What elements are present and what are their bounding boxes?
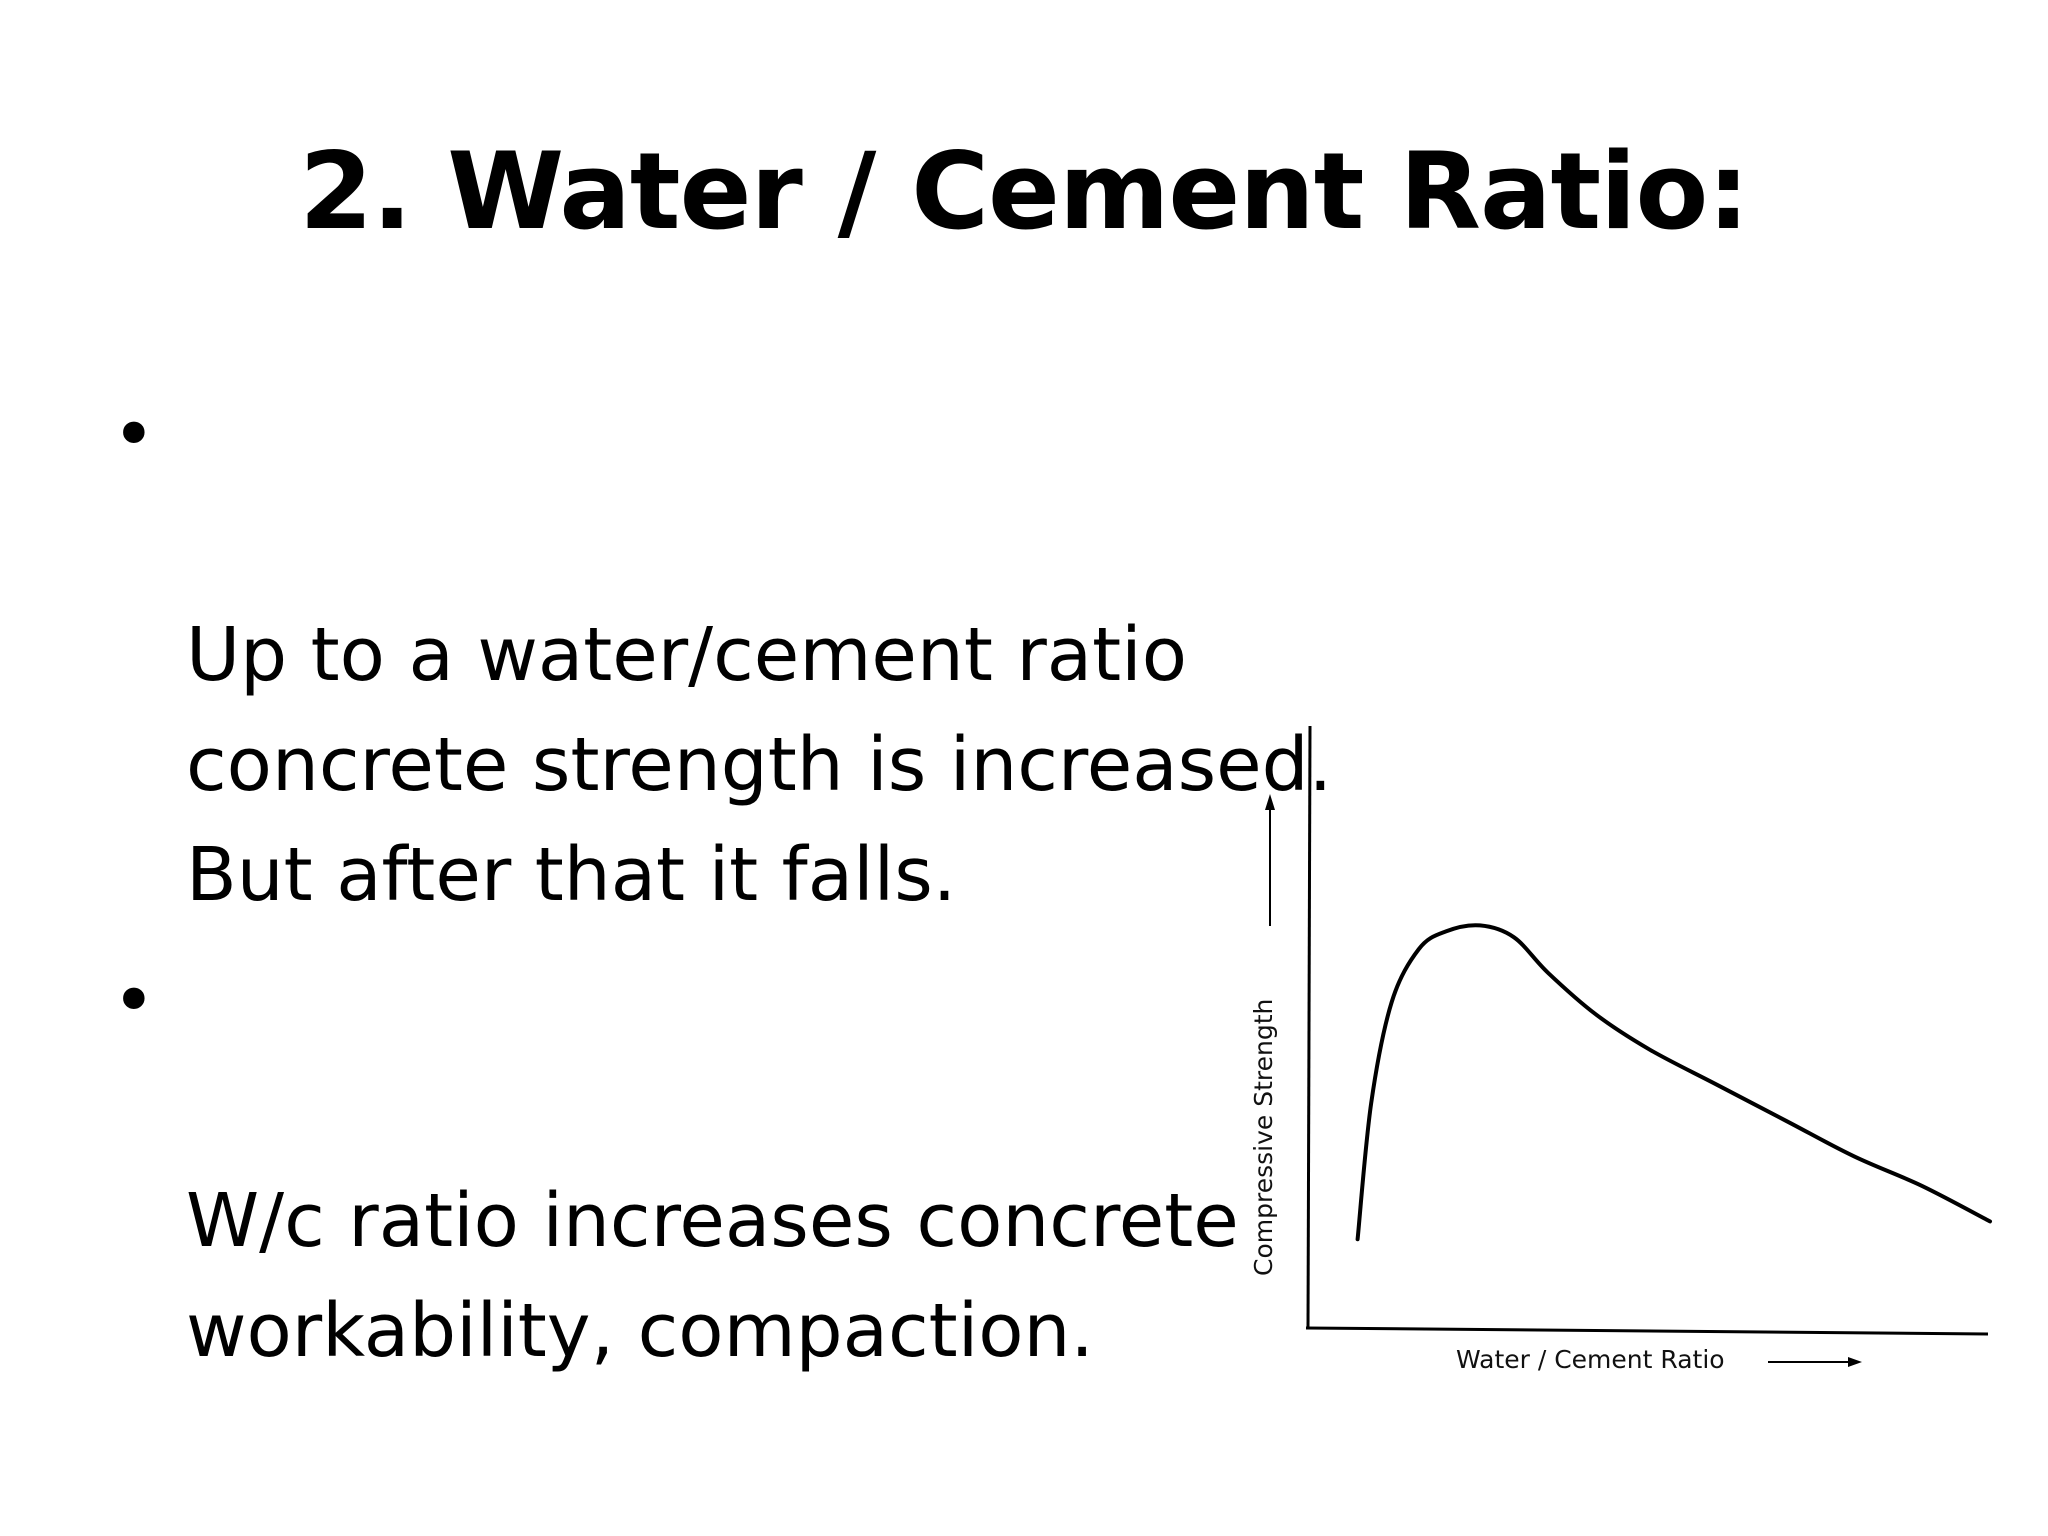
x-axis-line [1305,1326,1989,1336]
y-axis-arrowhead [1265,794,1275,810]
bullet-text: W/c ratio increases concrete workability… [186,1178,1239,1374]
x-axis-label: Water / Cement Ratio [1456,1345,1725,1374]
bullet-list: • Up to a water/cement ratio concrete st… [108,380,1348,1402]
slide-title: 2. Water / Cement Ratio: [299,130,1749,253]
bullet-item: • Up to a water/cement ratio concrete st… [108,380,1348,930]
chart-svg: Compressive Strength Water / Cement Rati… [1249,725,1992,1374]
series-line-0 [1355,923,1992,1242]
y-axis-label: Compressive Strength [1249,999,1278,1276]
bullet-marker: • [112,392,156,478]
strength-vs-wc-chart: Compressive Strength Water / Cement Rati… [1240,716,2000,1396]
bullet-text: Up to a water/cement ratio concrete stre… [186,612,1333,918]
y-axis-line [1306,725,1312,1329]
bullet-item: • W/c ratio increases concrete workabili… [108,946,1348,1386]
x-axis-arrowhead [1848,1357,1862,1367]
bullet-marker: • [112,958,156,1044]
series-group [1355,923,1992,1242]
